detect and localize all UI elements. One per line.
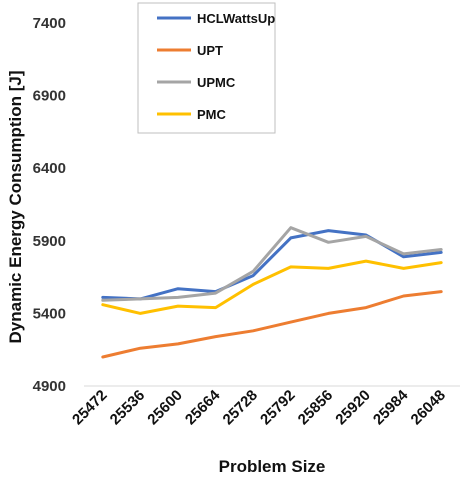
x-tick-label: 25472	[69, 387, 111, 429]
x-axis-ticks: 2547225536256002566425728257922585625920…	[69, 386, 449, 428]
legend-label: HCLWattsUp	[197, 11, 275, 26]
x-axis-title: Problem Size	[219, 457, 326, 476]
x-tick-label: 25856	[295, 387, 337, 429]
legend-label: PMC	[197, 107, 227, 122]
x-tick-label: 25920	[332, 387, 374, 429]
y-axis-title: Dynamic Energy Consumption [J]	[6, 71, 25, 344]
series-line-upt	[101, 290, 443, 359]
series-lines	[101, 226, 443, 359]
y-tick-label: 5900	[33, 233, 66, 250]
x-tick-label: 25536	[107, 387, 149, 429]
x-tick-label: 26048	[408, 387, 450, 429]
legend-items: HCLWattsUp UPT UPMC PMC	[157, 11, 275, 122]
y-tick-label: 6900	[33, 88, 66, 105]
y-tick-label: 6400	[33, 160, 66, 177]
y-tick-label: 4900	[33, 378, 66, 395]
x-tick-label: 25664	[182, 386, 224, 428]
x-tick-label: 25728	[220, 387, 262, 429]
x-tick-label: 25984	[370, 386, 412, 428]
legend-label: UPT	[197, 43, 223, 58]
x-tick-label: 25792	[257, 387, 299, 429]
y-tick-label: 5400	[33, 305, 66, 322]
y-tick-label: 7400	[33, 15, 66, 32]
legend-box	[137, 2, 276, 134]
x-tick-label: 25600	[144, 387, 186, 429]
legend-label: UPMC	[197, 75, 236, 90]
legend: HCLWattsUp UPT UPMC PMC	[137, 2, 276, 134]
y-axis-ticks: 4900 5400 5900 6400 6900 7400	[33, 15, 66, 395]
series-line-upmc	[101, 226, 443, 302]
series-line-pmc	[101, 259, 443, 315]
